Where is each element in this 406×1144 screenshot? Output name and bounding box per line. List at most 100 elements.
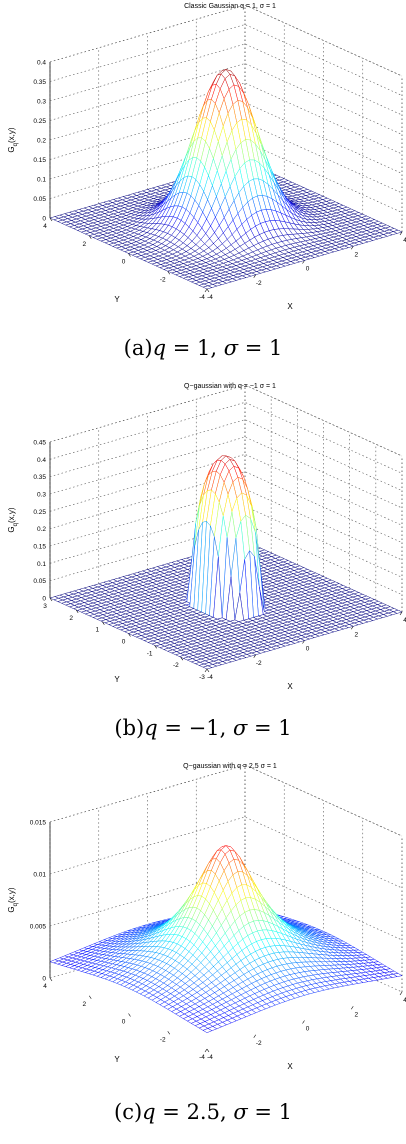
caption-q-symbol: q [152,336,167,360]
z-tick-label: 0.1 [37,177,46,184]
x-tick-label: -4 [207,674,213,681]
x-tick-label: 0 [306,266,310,273]
y-tick-label: 2 [82,1001,86,1008]
y-tick-label: -3 [199,674,205,681]
chart-title: Q−gaussian with q = −1 σ = 1 [184,383,276,390]
x-tick [204,1048,208,1053]
y-axis-label: Y [114,1055,120,1064]
caption-sigma-value: = 1 [238,336,283,360]
x-tick [351,626,354,630]
x-tick-label: 0 [306,1026,310,1033]
x-tick [253,654,256,658]
caption-sigma-value: = 1 [247,716,292,740]
caption-q-value: = 2.5, [155,1100,234,1124]
surface-cell [202,665,213,670]
surface-cell [202,1028,213,1033]
caption-q-symbol: q [142,1100,156,1124]
x-tick-label: -2 [256,280,262,287]
x-tick-label: 0 [306,646,310,653]
y-tick [128,633,131,637]
x-tick [204,668,208,673]
caption-label: (b) [114,716,145,740]
x-tick-label: 2 [354,251,358,258]
z-tick-label: 0.3 [37,492,46,499]
z-tick-label: 0.4 [37,60,46,67]
z-gridline [49,4,403,77]
z-tick-label: 0.15 [33,157,46,164]
z-gridline [49,764,403,837]
x-tick [253,1034,256,1038]
caption-q-symbol: q [144,716,158,740]
surface-plot-a: 00.050.10.150.20.250.30.350.4-4-2024420-… [7,3,406,311]
caption-q-value: = −1, [157,716,233,740]
y-tick-label: 1 [96,627,100,634]
surface-plot-b: 00.050.10.150.20.250.30.350.40.45-4-2024… [7,383,406,691]
z-tick-label: 0.1 [37,561,46,568]
y-tick-label: 4 [43,983,47,990]
x-tick [302,640,305,644]
y-tick-label: 4 [43,223,47,230]
axes-box: 00.050.10.150.20.250.30.350.40.45 [33,384,403,613]
y-tick [206,288,210,293]
y-tick-label: -4 [199,294,205,301]
x-tick [399,991,403,996]
x-tick-label: 2 [354,631,358,638]
y-tick [89,995,92,999]
z-axis-label: Gq(x,y) [7,127,19,152]
x-tick-label: 4 [403,237,406,244]
caption-sigma-symbol: σ [223,336,239,360]
y-tick-label: -2 [160,1036,166,1043]
surface-cell [202,285,213,290]
y-tick-label: 0 [122,639,126,646]
chart-title: Q−gaussian with q = 2.5 σ = 1 [183,763,277,770]
z-tick-label: 0.25 [33,118,46,125]
surface-mesh [49,68,403,290]
y-tick-label: 0 [122,1019,126,1026]
y-tick [154,645,157,649]
chart-panel-a: 0 0.05 0.1 0.15 0.2 0.25 0.3 0.35 0.4 -4 -2 0 2 4 4 2 0-… [0,0,406,380]
z-tick-label: 0.005 [30,924,47,931]
x-tick [302,1020,305,1024]
caption-label: (c) [114,1100,143,1124]
x-tick [253,274,256,278]
surface-mesh [49,845,403,1033]
z-axis-label: Gq(x,y) [7,887,19,912]
z-tick-label: 0 [42,216,46,223]
y-tick-label: 2 [69,615,73,622]
y-tick [206,1048,210,1053]
z-tick-label: 0.05 [33,578,46,585]
z-tick-label: 0.2 [37,138,46,145]
caption-label: (a) [123,336,153,360]
axes-box: 00.050.10.150.20.250.30.350.4 [33,4,403,233]
z-tick-label: 0 [42,976,46,983]
y-axis-label: Y [114,675,120,684]
y-tick [206,668,210,673]
z-tick-label: 0.4 [37,457,46,464]
caption-a: (a)q = 1, σ = 1 [0,336,406,360]
x-tick [302,260,305,264]
z-tick-label: 0.05 [33,196,46,203]
y-tick [49,597,53,602]
y-tick [49,217,53,222]
y-tick [167,271,170,275]
x-tick-label: 4 [403,997,406,1004]
x-axis-label: X [287,682,293,691]
z-tick-label: 0.35 [33,79,46,86]
y-tick-label: 2 [82,241,86,248]
surface-plot-c: 00.0050.010.015-4-2024420-2-4XYGq(x,y)Q−… [7,763,406,1071]
y-tick [167,1031,170,1035]
caption-q-value: = 1, [166,336,224,360]
x-tick [399,611,403,616]
z-tick-label: 0.015 [30,820,47,827]
z-tick-label: 0 [42,596,46,603]
chart-panel-b: 0 0.05 0.1 0.15 0.2 0.25 0.3 0.35 0.4 0.45 -4 -2 0 2 4… [0,380,406,760]
z-tick-label: 0.25 [33,509,46,516]
x-tick [399,231,403,236]
y-tick-label: 3 [43,603,47,610]
z-tick-label: 0.2 [37,526,46,533]
top-right-line [244,764,403,837]
x-tick [351,246,354,250]
